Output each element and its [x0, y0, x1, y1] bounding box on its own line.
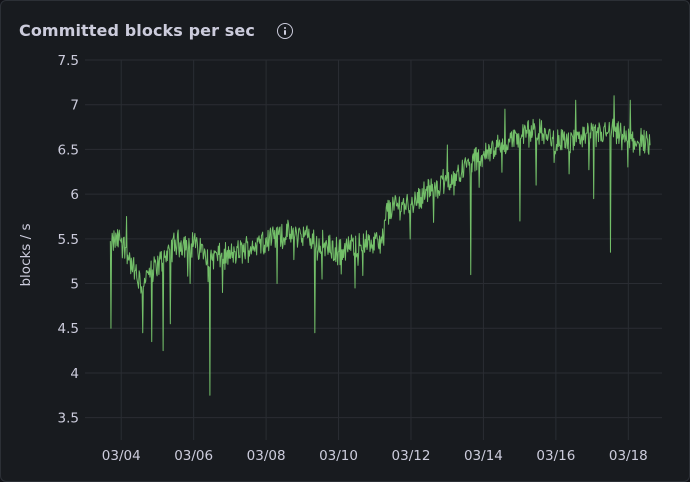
x-tick-label: 03/04: [102, 448, 141, 464]
y-tick-label: 3.5: [58, 411, 79, 427]
x-tick-label: 03/16: [536, 448, 575, 464]
panel-title: Committed blocks per sec: [19, 21, 255, 40]
y-tick-label: 6.5: [58, 142, 79, 158]
x-axis-ticks: 03/04 03/06 03/08 03/10 03/12 03/14 03/16 03/18: [102, 448, 648, 464]
y-tick-label: 5: [70, 277, 79, 293]
x-tick-label: 03/10: [319, 448, 358, 464]
y-tick-label: 6: [70, 187, 79, 203]
y-tick-label: 5.5: [58, 232, 79, 248]
y-tick-label: 7.5: [58, 53, 79, 69]
info-icon[interactable]: [276, 22, 293, 39]
x-tick-label: 03/06: [174, 448, 213, 464]
y-tick-label: 7: [70, 98, 79, 114]
x-tick-label: 03/18: [609, 448, 648, 464]
y-tick-label: 4: [70, 366, 79, 382]
series-line: [109, 95, 651, 396]
x-tick-label: 03/08: [247, 448, 286, 464]
series-group: [109, 95, 651, 396]
panel-header: Committed blocks per sec: [19, 21, 293, 40]
y-tick-label: 4.5: [58, 321, 79, 337]
y-axis-ticks: 3.5 4 4.5 5 5.5 6 6.5 7 7.5: [58, 53, 79, 427]
x-tick-label: 03/12: [392, 448, 431, 464]
y-axis-label: blocks / s: [18, 223, 34, 286]
x-tick-label: 03/14: [464, 448, 503, 464]
